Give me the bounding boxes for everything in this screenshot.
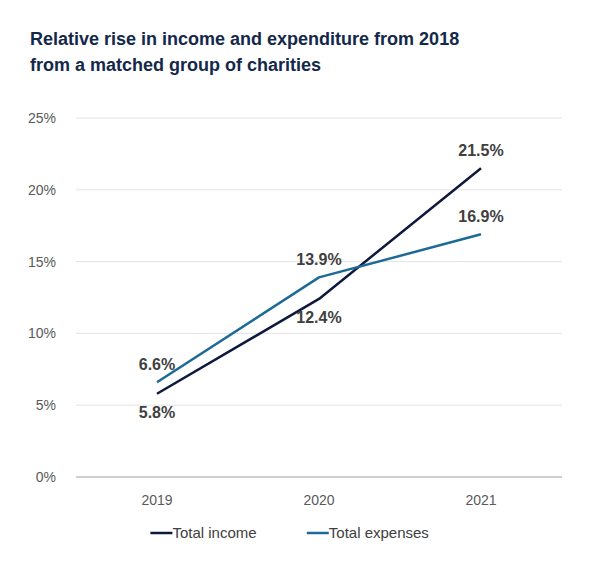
x-tick-label: 2019: [141, 492, 172, 508]
data-label: 12.4%: [296, 309, 341, 326]
series-line: [157, 234, 481, 382]
series-line: [157, 168, 481, 393]
y-tick-label: 25%: [28, 110, 56, 126]
grid-line: [76, 118, 562, 119]
grid-line: [76, 189, 562, 190]
data-label: 5.8%: [139, 404, 175, 421]
legend-swatch: [307, 532, 329, 535]
y-tick-label: 20%: [28, 182, 56, 198]
legend-swatch: [150, 532, 172, 535]
grid-line: [76, 477, 562, 478]
data-label: 6.6%: [139, 356, 175, 373]
x-tick-label: 2020: [303, 492, 334, 508]
y-tick-label: 15%: [28, 254, 56, 270]
y-tick-label: 10%: [28, 325, 56, 341]
legend-label: Total income: [172, 524, 256, 541]
chart-title: Relative rise in income and expenditure …: [30, 26, 500, 78]
x-axis-line: [76, 477, 562, 478]
chart-svg: 0% 5% 10% 15% 20% 25% 2019 2020 2021 5.8% 6.6% 12.4…: [0, 0, 600, 569]
x-tick-label: 2021: [465, 492, 496, 508]
data-label: 21.5%: [458, 142, 503, 159]
data-label: 13.9%: [296, 251, 341, 268]
legend-label: Total expenses: [329, 524, 429, 541]
y-tick-label: 5%: [36, 397, 56, 413]
data-label: 16.9%: [458, 208, 503, 225]
grid-line: [76, 333, 562, 334]
y-tick-label: 0%: [36, 469, 56, 485]
plot-marks: [157, 168, 481, 393]
